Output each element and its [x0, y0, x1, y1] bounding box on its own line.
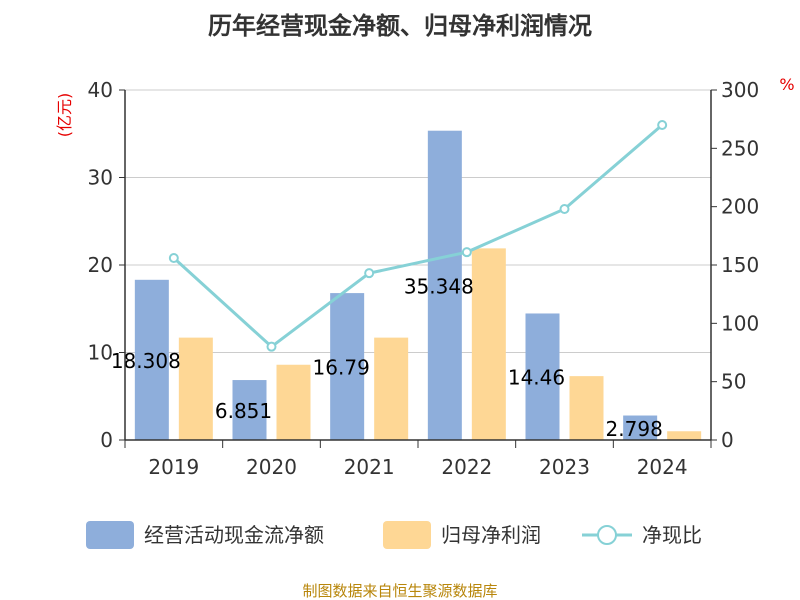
- x-axis-tick-label: 2022: [441, 455, 492, 479]
- gridlines: [125, 89, 711, 353]
- right-axis-tick-label: 150: [721, 253, 759, 277]
- ratio-point: [559, 204, 570, 214]
- legend: 经营活动现金流净额 归母净利润 净现比: [86, 521, 702, 549]
- data-label-cashflow: 2.798: [606, 417, 663, 441]
- bar-net-profit: [276, 364, 311, 440]
- left-axis-tick-label: 0: [100, 428, 113, 452]
- right-axis-unit: %: [779, 75, 794, 94]
- bar-net-profit: [178, 337, 213, 440]
- right-axis-tick-label: 0: [721, 428, 734, 452]
- right-axis-tick-label: 50: [721, 370, 746, 394]
- bar-series: [134, 130, 702, 440]
- bar-cashflow: [134, 279, 169, 440]
- ratio-point: [657, 120, 668, 130]
- left-axis-tick-label: 30: [88, 166, 113, 190]
- left-axis-tick-label: 20: [88, 253, 113, 277]
- line-series: [168, 120, 668, 352]
- ratio-point: [168, 253, 179, 263]
- bar-net-profit: [374, 337, 409, 440]
- chart-title: 历年经营现金净额、归母净利润情况: [208, 12, 592, 40]
- right-axis-tick-label: 300: [721, 78, 759, 102]
- bar-cashflow: [525, 313, 560, 440]
- left-axis-tick-label: 10: [88, 341, 113, 365]
- axes: 0 10 20 30 40 0 50 100 150 200 250 300 2019 2020 2021 2…: [88, 78, 760, 479]
- bar-net-profit: [569, 376, 604, 440]
- right-axis-tick-label: 250: [721, 136, 759, 160]
- legend-swatch-cashflow: [86, 521, 134, 549]
- x-axis-tick-label: 2019: [148, 455, 199, 479]
- bar-cashflow: [330, 293, 365, 440]
- ratio-point: [461, 247, 472, 258]
- data-label-cashflow: 35.348: [404, 274, 474, 298]
- x-axis-tick-label: 2023: [539, 455, 590, 479]
- right-axis-tick-label: 100: [721, 311, 759, 335]
- bar-cashflow: [232, 380, 267, 440]
- left-axis-unit: (亿元): [55, 93, 74, 138]
- bar-cashflow: [623, 415, 658, 440]
- bar-cashflow: [427, 130, 462, 440]
- bar-net-profit: [471, 248, 506, 440]
- legend-swatch-net-profit: [383, 521, 431, 549]
- left-axis-tick-label: 40: [88, 78, 113, 102]
- bar-net-profit: [667, 431, 702, 440]
- ratio-point: [364, 268, 375, 279]
- source-note: 制图数据来自恒生聚源数据库: [302, 582, 497, 600]
- legend-label-cashflow: 经营活动现金流净额: [144, 523, 324, 547]
- right-axis-tick-label: 200: [721, 195, 759, 219]
- x-axis-tick-label: 2020: [246, 455, 297, 479]
- data-label-cashflow: 16.79: [313, 356, 370, 380]
- legend-marker-ratio: [597, 525, 617, 545]
- ratio-point: [266, 341, 277, 352]
- x-axis-tick-label: 2021: [344, 455, 395, 479]
- legend-label-net-profit: 归母净利润: [441, 523, 541, 547]
- x-axis-tick-label: 2024: [637, 455, 688, 479]
- data-label-cashflow: 14.46: [508, 366, 565, 390]
- ratio-line: [172, 123, 664, 349]
- legend-label-ratio: 净现比: [642, 523, 702, 547]
- data-label-cashflow: 6.851: [215, 399, 272, 423]
